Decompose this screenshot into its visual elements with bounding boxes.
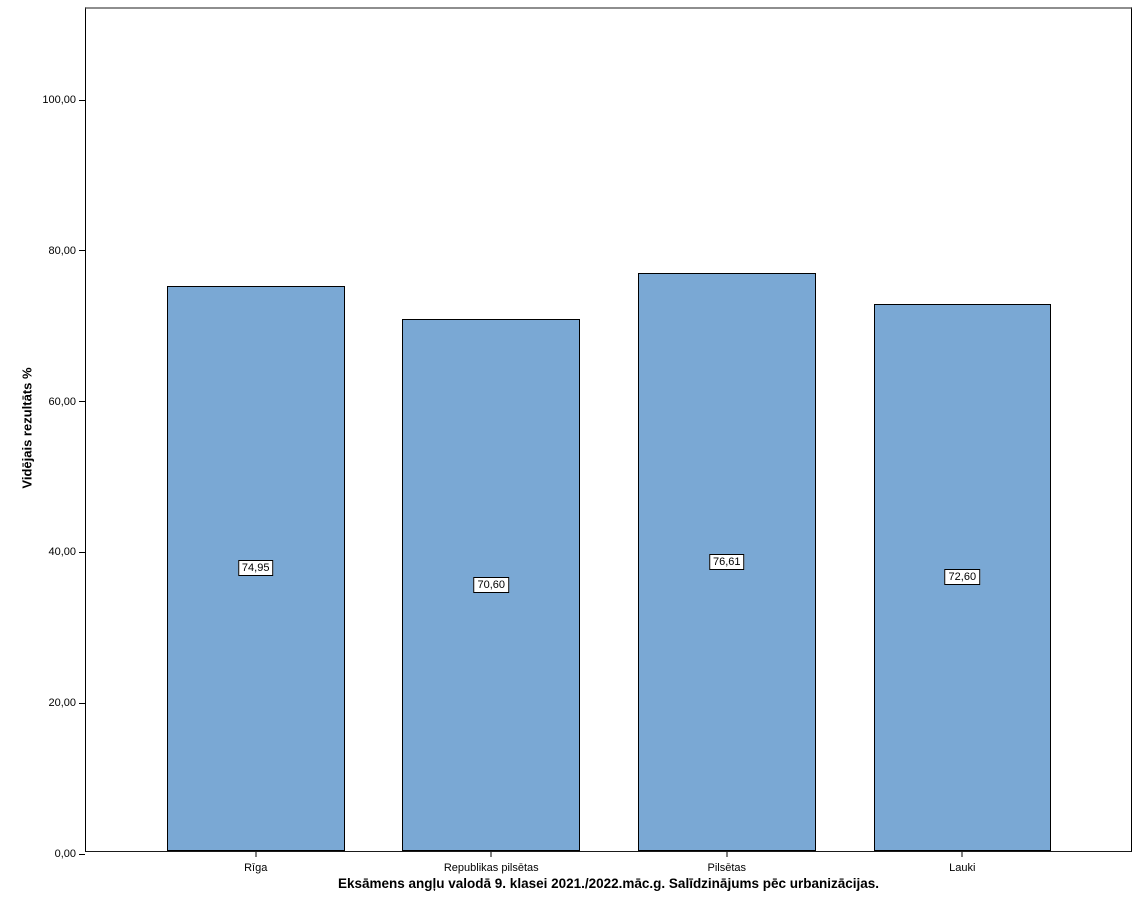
y-axis-tick-label: 80,00 bbox=[48, 244, 76, 257]
x-axis-tick bbox=[961, 852, 963, 857]
y-axis-tick bbox=[79, 250, 85, 252]
y-axis-title: Vidējais rezultāts % bbox=[19, 367, 35, 489]
chart-caption: Eksāmens angļu valodā 9. klasei 2021./20… bbox=[337, 876, 879, 891]
x-axis-category-label: Republikas pilsētas bbox=[443, 862, 539, 874]
y-axis-tick bbox=[79, 99, 85, 101]
y-axis-tick bbox=[79, 702, 85, 704]
x-axis-tick bbox=[490, 852, 492, 857]
bar-value-label: 74,95 bbox=[237, 560, 274, 577]
y-axis-tick bbox=[79, 853, 85, 855]
y-axis-tick-label: 20,00 bbox=[48, 697, 76, 710]
x-axis-category-label: Pilsētas bbox=[707, 862, 747, 874]
y-axis-tick-label: 0,00 bbox=[54, 848, 76, 860]
bar-value-label: 70,60 bbox=[473, 576, 509, 593]
x-axis-tick bbox=[255, 852, 257, 857]
x-axis-category-label: Lauki bbox=[949, 862, 976, 874]
bar-0: 74,95 bbox=[166, 285, 345, 851]
y-axis-tick-label: 100,00 bbox=[42, 94, 76, 106]
x-axis-tick bbox=[726, 852, 728, 857]
bar-value-label: 76,61 bbox=[709, 554, 745, 571]
y-axis-tick-label: 60,00 bbox=[48, 395, 76, 408]
x-axis-category-label: Rīga bbox=[244, 862, 268, 874]
y-axis-tick bbox=[79, 551, 85, 553]
y-axis-tick bbox=[79, 401, 85, 403]
bar-2: 76,61 bbox=[637, 273, 816, 851]
bar-1: 70,60 bbox=[402, 318, 581, 851]
bar-3: 72,60 bbox=[873, 303, 1052, 851]
y-axis-tick-label: 40,00 bbox=[48, 546, 76, 559]
bar-value-label: 72,60 bbox=[944, 569, 981, 586]
plot-area: 0,00 20,00 40,00 60,00 80,00 100,00 74,95 Rīga 7… bbox=[42, 7, 1132, 874]
